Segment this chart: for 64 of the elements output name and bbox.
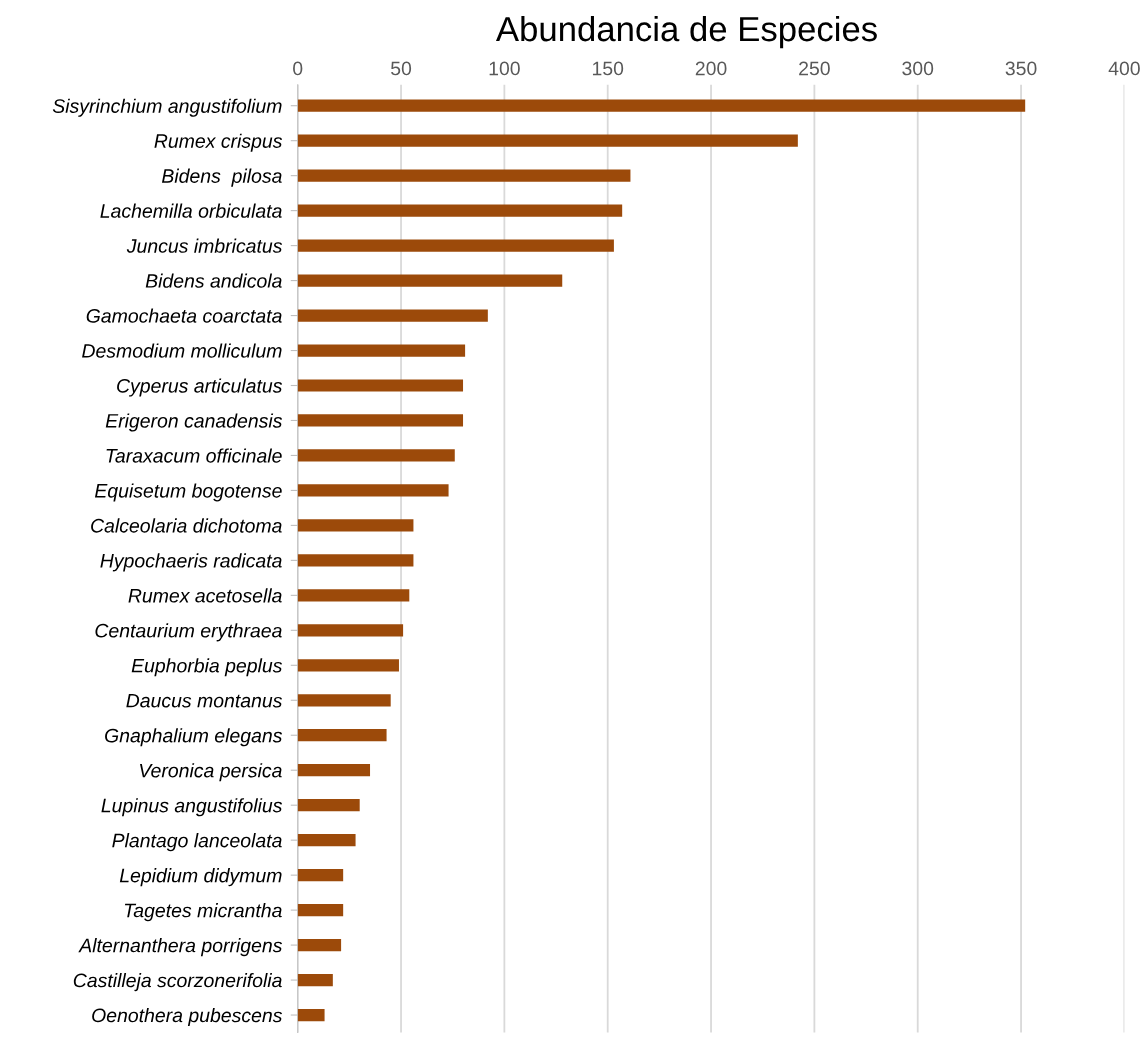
bar	[297, 799, 360, 812]
x-tick-label: 300	[902, 61, 934, 76]
y-tick-label: Castilleja scorzonerifolia	[73, 973, 282, 992]
y-tick-label: Erigeron canadensis	[105, 413, 283, 432]
bar	[297, 694, 391, 707]
y-tick-label: Lupinus angustifolius	[101, 798, 283, 817]
y-tick-label: Rumex acetosella	[128, 588, 282, 603]
y-tick-label: Hypochaeris radicata	[100, 553, 282, 572]
bar	[297, 659, 399, 672]
bar	[297, 903, 344, 917]
x-tick-label: 50	[391, 61, 412, 76]
y-tick-label: Gnaphalium elegans	[105, 728, 283, 747]
y-tick-label: Taraxacum officinale	[106, 448, 282, 463]
bar	[297, 589, 410, 602]
bar	[297, 519, 414, 532]
y-tick-label: Bidens andicola	[145, 273, 282, 288]
bar	[297, 379, 464, 392]
y-tick-label: Oenothera pubescens	[92, 1007, 283, 1027]
y-tick-label: Rumex crispus	[154, 133, 283, 152]
y-tick-label: Plantago lanceolata	[112, 833, 282, 852]
bar	[297, 449, 455, 462]
y-tick-label: Lepidium didymum	[119, 868, 282, 887]
bar	[297, 1008, 325, 1022]
y-tick-label: Daucus montanus	[126, 693, 283, 708]
y-tick-label: Calceolaria dichotoma	[91, 518, 282, 533]
x-tick-label: 150	[592, 61, 624, 76]
bar	[297, 729, 387, 742]
bar	[297, 624, 404, 637]
y-tick-label: Bidens pilosa	[161, 168, 282, 187]
y-tick-label: Tagetes micrantha	[124, 903, 282, 922]
x-tick-label: 400	[1108, 61, 1140, 76]
bar	[297, 554, 414, 567]
x-tick-label: 350	[1005, 61, 1037, 76]
chart-title: Abundancia de Especies	[495, 15, 877, 49]
bar	[297, 484, 449, 497]
bar	[297, 99, 1026, 112]
y-tick-label: Gamochaeta coarctata	[86, 308, 282, 323]
y-tick-label: Desmodium molliculum	[82, 343, 282, 358]
y-tick-label: Juncus imbricatus	[126, 238, 283, 253]
x-tick-label: 250	[799, 61, 830, 76]
x-tick-label: 0	[293, 61, 303, 76]
bar	[297, 973, 333, 987]
bar	[297, 274, 563, 287]
bar	[297, 764, 371, 777]
bar	[297, 309, 488, 322]
bar	[297, 414, 464, 427]
bar	[297, 239, 614, 252]
bar	[297, 204, 623, 217]
x-tick-label: 200	[695, 61, 727, 76]
bar	[297, 169, 631, 182]
y-tick-label: Veronica persica	[140, 763, 282, 782]
bar	[297, 134, 798, 147]
bar	[297, 834, 356, 847]
bar	[297, 344, 466, 357]
x-tick-label: 100	[489, 61, 520, 76]
y-tick-label: Sisyrinchium angustifolium	[52, 98, 282, 117]
bar	[297, 938, 342, 952]
y-tick-label: Alternanthera porrigens	[78, 938, 283, 957]
y-tick-label: Equisetum bogotense	[94, 483, 282, 502]
bar	[297, 869, 344, 882]
y-tick-label: Centaurium erythraea	[95, 623, 282, 642]
y-tick-label: Lachemilla orbiculata	[100, 203, 282, 218]
y-tick-label: Cyperus articulatus	[117, 378, 283, 397]
y-tick-label: Euphorbia peplus	[131, 658, 283, 677]
